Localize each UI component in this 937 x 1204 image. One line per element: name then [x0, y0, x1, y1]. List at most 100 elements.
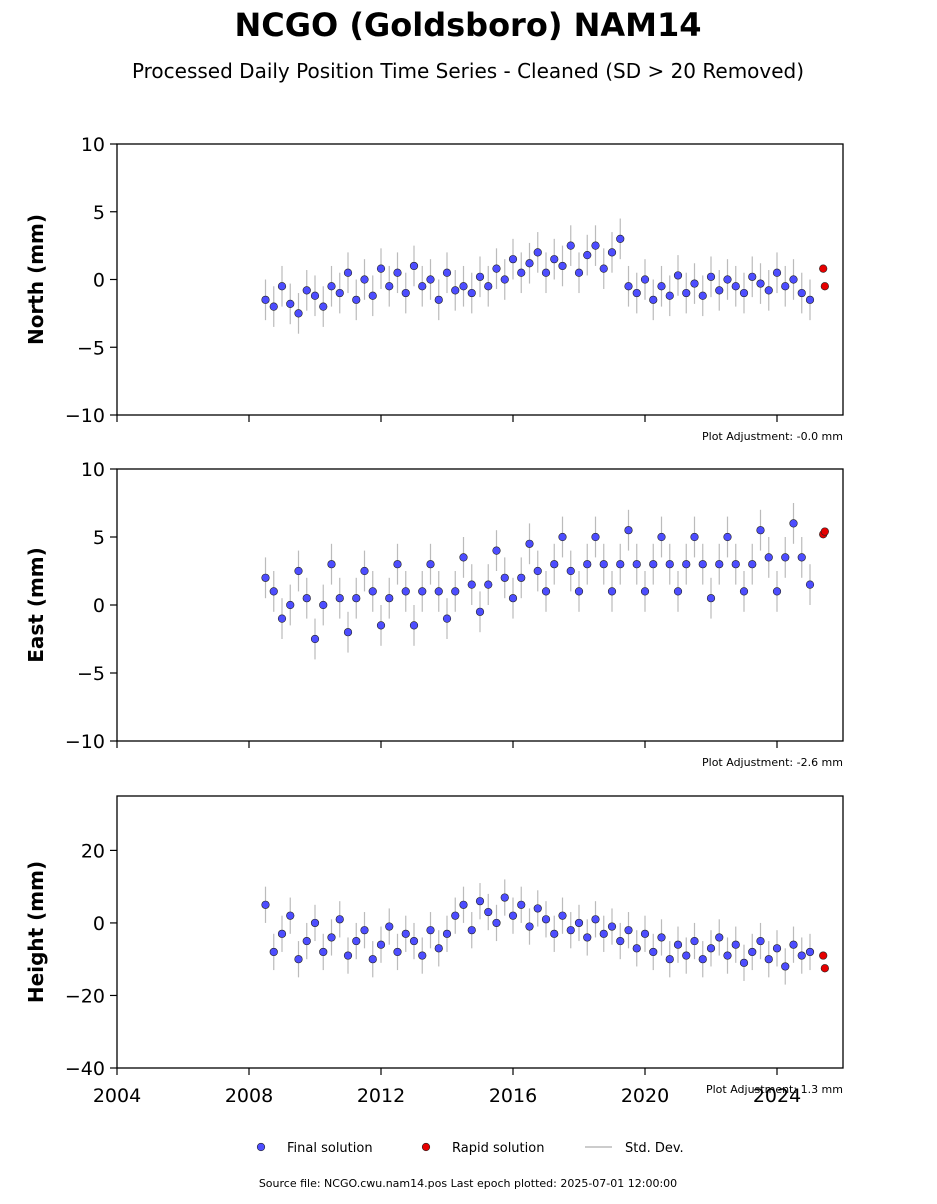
- final-point: [690, 279, 699, 288]
- final-point: [484, 282, 493, 291]
- final-point: [739, 587, 749, 596]
- legend-marker: [421, 1142, 431, 1152]
- final-point: [682, 560, 691, 569]
- final-point: [409, 261, 419, 271]
- final-point: [492, 264, 501, 273]
- final-point: [682, 951, 691, 960]
- final-point: [352, 594, 361, 603]
- final-point: [517, 573, 526, 582]
- final-point: [508, 594, 518, 603]
- final-point: [591, 915, 600, 924]
- final-point: [772, 268, 782, 277]
- final-point: [277, 929, 287, 938]
- final-point: [805, 580, 815, 589]
- rapid-point: [819, 264, 828, 273]
- final-point: [731, 282, 740, 291]
- final-point: [632, 560, 641, 569]
- final-point: [525, 259, 534, 268]
- final-point: [335, 594, 344, 603]
- final-point: [558, 532, 567, 542]
- final-point: [632, 944, 641, 953]
- y-tick-label: 5: [93, 202, 105, 224]
- final-point: [393, 560, 402, 569]
- final-point: [731, 940, 740, 949]
- final-point: [690, 936, 699, 946]
- final-point: [442, 268, 452, 277]
- y-axis-label: Height (mm): [24, 861, 48, 1003]
- final-point: [748, 947, 757, 957]
- final-point: [418, 282, 427, 291]
- y-tick-label: −10: [65, 731, 105, 753]
- final-point: [401, 288, 410, 298]
- final-point: [327, 560, 336, 569]
- annotation: Plot Adjustment: -2.6 mm: [702, 756, 843, 769]
- final-point: [624, 926, 633, 935]
- x-tick-label: 2024: [753, 1085, 801, 1107]
- legend-label: Rapid solution: [452, 1141, 544, 1156]
- final-point: [368, 955, 377, 964]
- y-tick-label: −40: [65, 1058, 105, 1080]
- final-point: [657, 532, 666, 542]
- final-point: [286, 911, 295, 920]
- final-point: [310, 634, 320, 644]
- rapid-point: [819, 951, 828, 960]
- final-point: [772, 944, 782, 953]
- final-point: [550, 560, 559, 569]
- final-point: [310, 291, 320, 300]
- final-point: [789, 940, 798, 949]
- final-point: [302, 286, 311, 295]
- y-axis-label: East (mm): [24, 547, 48, 663]
- final-point: [302, 936, 311, 946]
- final-point: [558, 911, 567, 920]
- final-point: [673, 587, 683, 596]
- final-point: [781, 282, 790, 291]
- final-point: [492, 546, 501, 555]
- final-point: [797, 553, 806, 562]
- final-point: [715, 933, 724, 942]
- final-point: [665, 291, 674, 300]
- final-point: [426, 926, 435, 935]
- final-point: [541, 587, 551, 596]
- final-point: [442, 929, 452, 938]
- final-point: [525, 539, 534, 548]
- final-point: [409, 621, 419, 630]
- final-point: [451, 286, 460, 295]
- legend-label: Final solution: [287, 1141, 373, 1156]
- final-point: [624, 282, 633, 291]
- final-point: [451, 587, 460, 596]
- y-tick-label: 0: [93, 913, 105, 935]
- final-point: [319, 947, 328, 957]
- final-point: [690, 532, 699, 542]
- final-point: [376, 264, 386, 273]
- final-point: [583, 933, 592, 942]
- final-point: [467, 926, 476, 935]
- final-point: [616, 234, 625, 243]
- final-point: [550, 255, 559, 264]
- final-point: [418, 587, 427, 596]
- final-point: [566, 241, 575, 250]
- final-point: [723, 275, 732, 284]
- final-point: [566, 566, 575, 576]
- final-point: [640, 275, 650, 284]
- x-tick-label: 2016: [489, 1085, 537, 1107]
- final-point: [649, 560, 658, 569]
- final-point: [739, 288, 749, 298]
- final-point: [789, 275, 798, 284]
- final-point: [459, 900, 468, 909]
- y-tick-label: −5: [77, 337, 105, 359]
- final-point: [302, 594, 311, 603]
- final-point: [715, 286, 724, 295]
- final-point: [376, 621, 386, 630]
- final-point: [294, 955, 303, 964]
- final-point: [698, 560, 707, 569]
- y-tick-label: −5: [77, 663, 105, 685]
- y-tick-label: 20: [81, 840, 105, 862]
- final-point: [706, 594, 716, 603]
- final-point: [376, 940, 386, 949]
- final-point: [715, 560, 724, 569]
- final-point: [591, 241, 600, 250]
- final-point: [574, 268, 584, 277]
- final-point: [352, 295, 361, 304]
- final-point: [616, 936, 625, 946]
- final-point: [294, 309, 303, 318]
